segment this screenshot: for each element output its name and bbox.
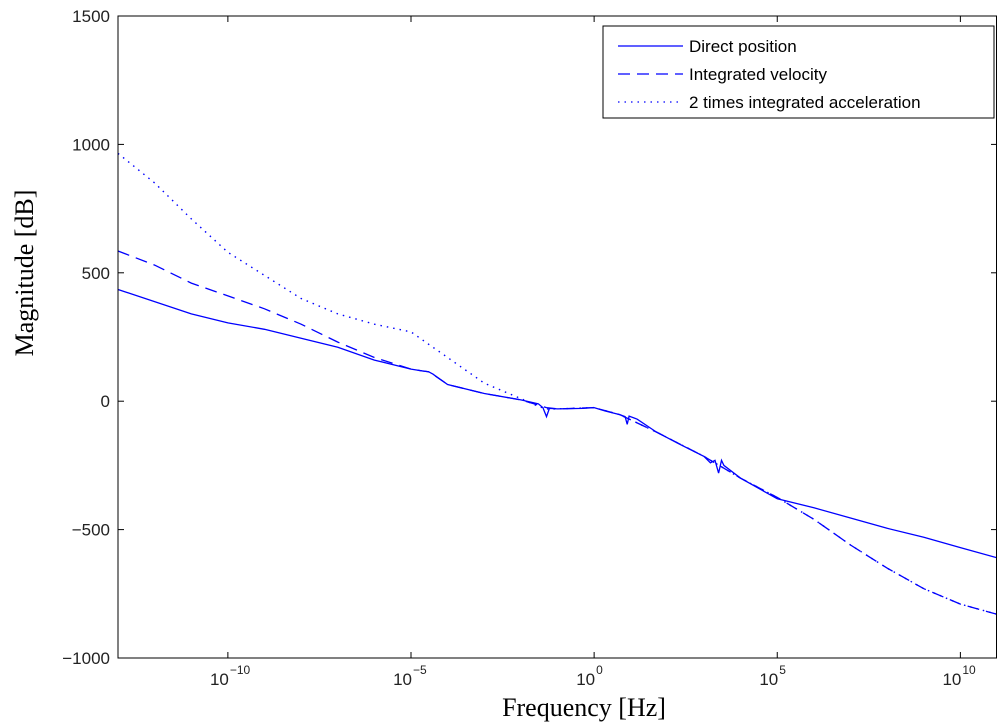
x-axis-title: Frequency [Hz] [502, 693, 666, 722]
x-tick-label-base: 10 [393, 670, 412, 689]
legend-label-1: Direct position [689, 37, 797, 56]
x-tick-label-base: 10 [210, 670, 229, 689]
legend-box [602, 25, 995, 119]
legend: Direct position Integrated velocity 2 time… [602, 25, 995, 119]
legend-label-2: Integrated velocity [689, 65, 827, 84]
y-tick-label: −1000 [62, 649, 110, 668]
x-tick-label: 10 −10 [210, 663, 251, 689]
x-tick-label-base: 10 [576, 670, 595, 689]
y-tick-label: −500 [72, 521, 110, 540]
x-tick-label-exponent: 10 [962, 663, 976, 677]
x-tick-label: 10 −5 [393, 663, 427, 689]
y-tick-label: 500 [82, 264, 110, 283]
x-tick-label-base: 10 [759, 670, 778, 689]
legend-label-3: 2 times integrated acceleration [689, 93, 921, 112]
y-tick-label: 0 [101, 392, 110, 411]
x-tick-label: 10 0 [576, 663, 603, 689]
series-line-2 [117, 250, 997, 615]
x-tick-label-exponent: 0 [596, 663, 603, 677]
x-tick-label-base: 10 [942, 670, 961, 689]
y-tick-label: 1000 [72, 135, 110, 154]
x-tick-label-exponent: −10 [230, 663, 251, 677]
x-tick-label-exponent: 5 [779, 663, 786, 677]
y-tick-label: 1500 [72, 7, 110, 26]
x-tick-label-exponent: −5 [413, 663, 427, 677]
series-layer [117, 152, 997, 615]
x-tick-label: 10 5 [759, 663, 786, 689]
x-tick-label: 10 10 [942, 663, 976, 689]
y-axis-title: Magnitude [dB] [10, 190, 39, 357]
